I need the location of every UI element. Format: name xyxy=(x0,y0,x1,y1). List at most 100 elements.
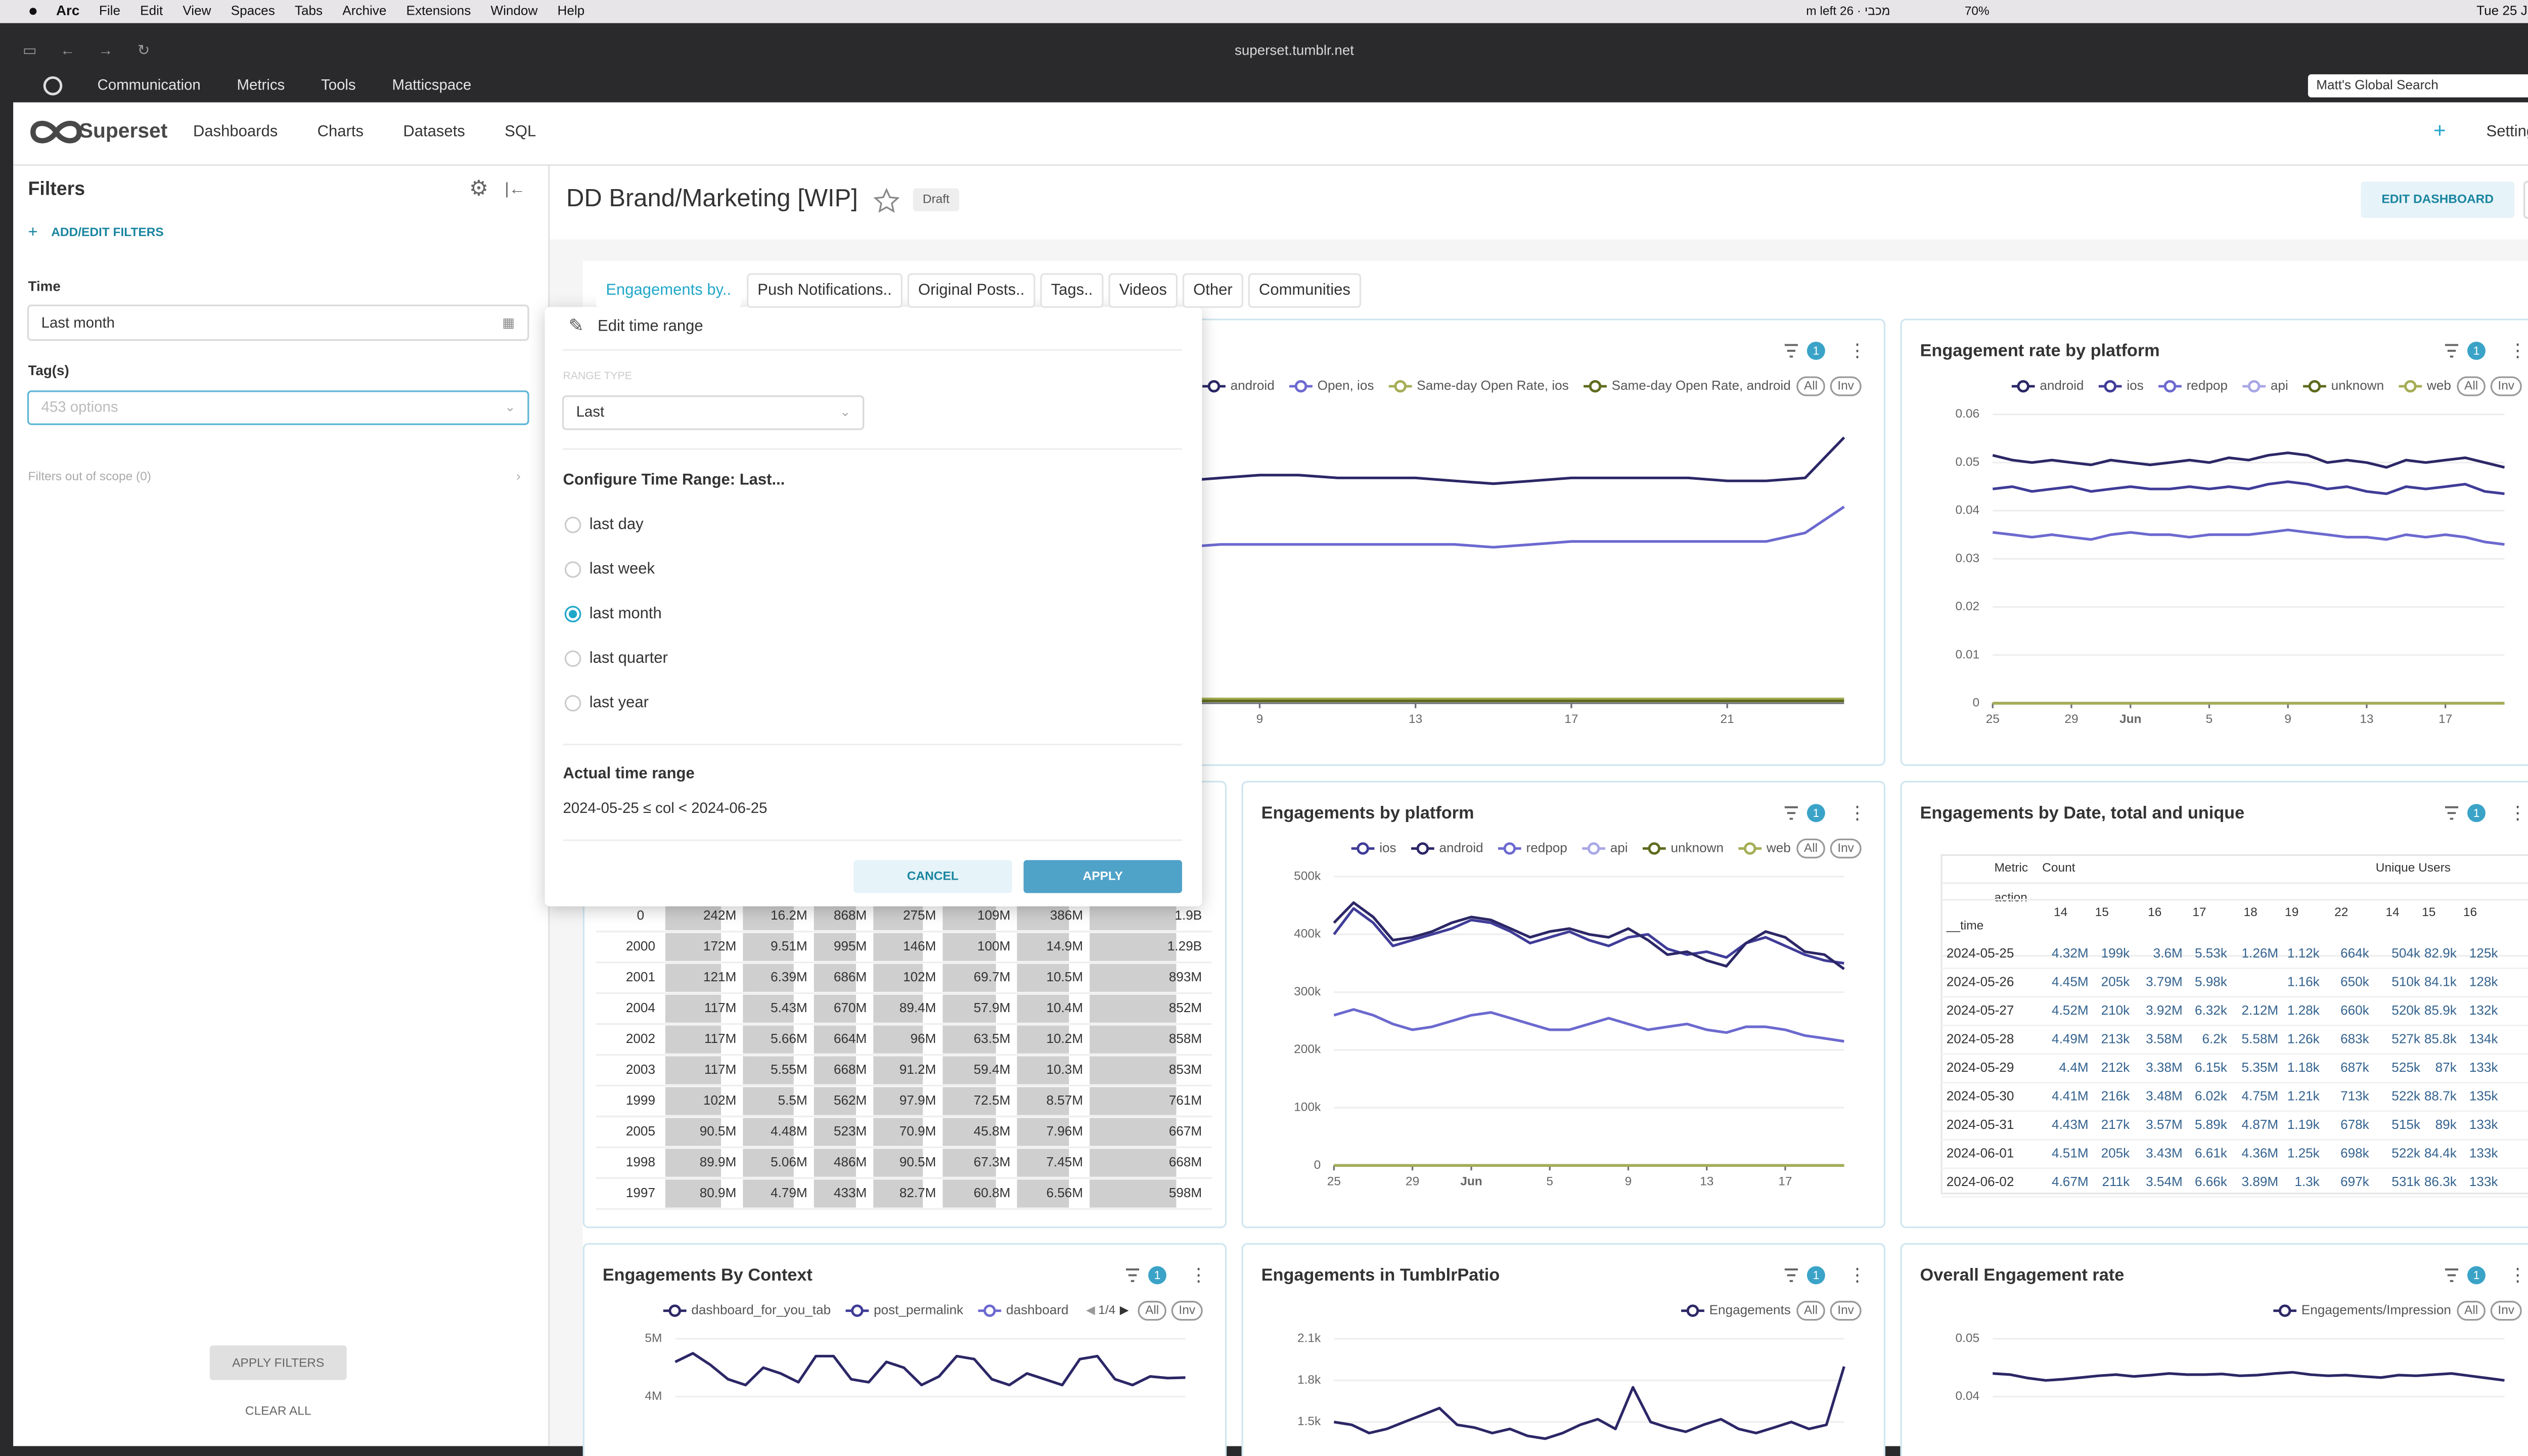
tags-select[interactable] xyxy=(27,390,529,425)
legend-label[interactable]: api xyxy=(2271,378,2288,393)
filter-icon[interactable] xyxy=(1784,806,1798,820)
legend-label[interactable]: dashboard xyxy=(1006,1302,1068,1317)
url[interactable]: superset.tumblr.net xyxy=(1235,42,1354,58)
menu-item[interactable]: Edit xyxy=(140,3,163,18)
filter-icon[interactable] xyxy=(1784,1268,1798,1282)
superset-logo[interactable] xyxy=(30,120,82,144)
legend-button[interactable]: Inv xyxy=(2498,1303,2514,1317)
menu-item[interactable]: Archive xyxy=(342,3,386,18)
legend-label[interactable]: Engagements/Impression xyxy=(2301,1302,2451,1317)
filter-icon[interactable] xyxy=(2445,1268,2459,1282)
toolbar-icon[interactable]: ↻ xyxy=(138,42,150,59)
tab[interactable]: Communities xyxy=(1248,273,1362,308)
legend-label[interactable]: ios xyxy=(1379,840,1396,855)
menu-item[interactable]: Spaces xyxy=(231,3,275,18)
menu-item[interactable]: Extensions xyxy=(407,3,471,18)
out-of-scope[interactable]: Filters out of scope (0) xyxy=(28,470,151,483)
apply-button[interactable] xyxy=(1023,860,1182,893)
chart-menu[interactable]: ⋮ xyxy=(1190,1264,1208,1285)
menu-item[interactable]: View xyxy=(183,3,211,18)
clear-all[interactable]: CLEAR ALL xyxy=(245,1404,311,1418)
filter-icon[interactable] xyxy=(1125,1268,1140,1282)
add-plus[interactable]: + xyxy=(28,222,38,241)
radio[interactable] xyxy=(564,650,581,667)
chart-menu[interactable]: ⋮ xyxy=(2509,1264,2527,1285)
legend-label[interactable]: android xyxy=(2040,378,2084,393)
tab[interactable]: Videos xyxy=(1108,273,1178,308)
legend-label[interactable]: dashboard_for_you_tab xyxy=(691,1302,831,1317)
menu-item[interactable]: Window xyxy=(490,3,537,18)
legend-label[interactable]: post_permalink xyxy=(874,1302,964,1317)
legend-pager[interactable]: 1/4 xyxy=(1098,1303,1115,1317)
chart-menu[interactable]: ⋮ xyxy=(2509,802,2527,823)
legend-label[interactable]: Same-day Open Rate, android xyxy=(1612,378,1791,393)
radio[interactable] xyxy=(564,517,581,533)
legend-button[interactable]: Inv xyxy=(1837,841,1854,855)
legend-button[interactable]: All xyxy=(1804,1303,1818,1317)
tab[interactable]: Push Notifications.. xyxy=(747,273,903,308)
bookmark[interactable]: Communication xyxy=(98,77,201,94)
tab[interactable]: Original Posts.. xyxy=(907,273,1035,308)
tab[interactable]: Other xyxy=(1182,273,1243,308)
tab[interactable]: Engagements by.. xyxy=(596,274,741,307)
menu-item[interactable]: File xyxy=(99,3,120,18)
legend-label[interactable]: redpop xyxy=(1526,840,1567,855)
legend-button[interactable]: All xyxy=(1804,841,1818,855)
legend-button[interactable]: Inv xyxy=(1837,1303,1854,1317)
legend-button[interactable]: Inv xyxy=(1837,379,1854,393)
nav-link[interactable]: Datasets xyxy=(403,122,465,140)
settings-menu[interactable]: Settings xyxy=(2487,122,2528,140)
site-logo[interactable] xyxy=(43,76,63,96)
legend-button[interactable]: Inv xyxy=(1179,1303,1195,1317)
filter-icon[interactable] xyxy=(2445,806,2459,820)
brand[interactable]: Superset xyxy=(79,119,168,142)
legend-button[interactable]: All xyxy=(2464,379,2478,393)
bookmark[interactable]: Matticspace xyxy=(392,77,471,94)
legend-label[interactable]: web xyxy=(2426,378,2451,393)
add-edit-filters[interactable]: ADD/EDIT FILTERS xyxy=(51,225,163,239)
legend-button[interactable]: All xyxy=(2464,1303,2478,1317)
range-type-select[interactable] xyxy=(562,395,865,430)
legend-label[interactable]: ios xyxy=(2127,378,2143,393)
radio[interactable] xyxy=(564,561,581,578)
legend-label[interactable]: redpop xyxy=(2187,378,2228,393)
bookmark[interactable]: Tools xyxy=(321,77,356,94)
nav-link[interactable]: Dashboards xyxy=(193,122,278,140)
bookmark[interactable]: Metrics xyxy=(237,77,285,94)
legend-label[interactable]: Open, ios xyxy=(1318,378,1374,393)
search-box[interactable] xyxy=(2308,74,2528,98)
legend-button[interactable]: All xyxy=(1145,1303,1159,1317)
legend-label[interactable]: web xyxy=(1766,840,1791,855)
menu-item[interactable]: Tabs xyxy=(295,3,323,18)
legend-button[interactable]: Inv xyxy=(2498,379,2514,393)
legend-label[interactable]: api xyxy=(1610,840,1628,855)
legend-label[interactable]: android xyxy=(1231,378,1275,393)
legend-label[interactable]: android xyxy=(1439,840,1483,855)
nav-link[interactable]: SQL xyxy=(505,122,536,140)
legend-label[interactable]: Engagements xyxy=(1709,1302,1791,1317)
legend-label[interactable]: unknown xyxy=(2331,378,2384,393)
chart-menu[interactable]: ⋮ xyxy=(1848,802,1867,823)
toolbar-icon[interactable]: ▭ xyxy=(23,42,37,59)
filter-icon[interactable] xyxy=(1784,344,1798,358)
favorite-star[interactable] xyxy=(873,188,900,213)
edit-dashboard-button[interactable] xyxy=(2361,181,2515,218)
nav-link[interactable]: Charts xyxy=(318,122,364,140)
apply-filters-button[interactable] xyxy=(209,1345,347,1380)
cancel-button[interactable] xyxy=(853,860,1012,893)
legend-label[interactable]: unknown xyxy=(1671,840,1724,855)
collapse-icon[interactable]: |← xyxy=(505,179,525,198)
chart-menu[interactable]: ⋮ xyxy=(2509,340,2527,360)
time-input[interactable] xyxy=(27,304,529,341)
filters-settings-icon[interactable]: ⚙ xyxy=(469,176,488,200)
new-button[interactable]: + xyxy=(2433,118,2446,142)
toolbar-icon[interactable]: → xyxy=(98,42,113,59)
legend-label[interactable]: Same-day Open Rate, ios xyxy=(1417,378,1568,393)
toolbar-icon[interactable]: ← xyxy=(60,42,75,59)
tab[interactable]: Tags.. xyxy=(1040,273,1104,308)
chart-menu[interactable]: ⋮ xyxy=(1848,340,1867,360)
radio[interactable] xyxy=(564,695,581,712)
more-button[interactable] xyxy=(2523,180,2528,219)
menu-item[interactable]: Help xyxy=(557,3,584,18)
chart-menu[interactable]: ⋮ xyxy=(1848,1264,1867,1285)
